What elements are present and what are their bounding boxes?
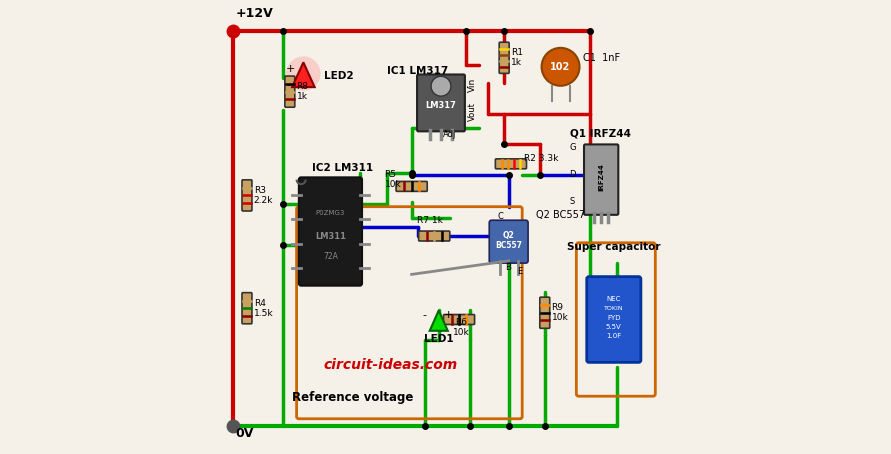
Text: R1
1k: R1 1k (511, 48, 523, 68)
Text: 0V: 0V (236, 427, 254, 440)
FancyBboxPatch shape (222, 8, 669, 446)
Text: LED1: LED1 (424, 334, 454, 344)
Text: 102: 102 (551, 62, 571, 72)
FancyBboxPatch shape (587, 276, 641, 362)
Text: Q1 IRFZ44: Q1 IRFZ44 (569, 129, 631, 139)
Text: 1.0F: 1.0F (606, 332, 621, 339)
Text: Adj: Adj (443, 130, 456, 139)
Text: R4
1.5k: R4 1.5k (254, 299, 274, 318)
FancyBboxPatch shape (419, 231, 450, 241)
Text: R7 1k: R7 1k (417, 217, 443, 225)
Polygon shape (429, 311, 448, 331)
Text: TOKIN: TOKIN (604, 306, 624, 311)
Text: circuit-ideas.com: circuit-ideas.com (323, 358, 458, 372)
Text: NEC: NEC (607, 296, 621, 302)
Text: R3
2.2k: R3 2.2k (254, 186, 274, 205)
FancyBboxPatch shape (242, 293, 252, 324)
Text: IRFZ44: IRFZ44 (598, 163, 604, 191)
FancyBboxPatch shape (499, 42, 509, 74)
FancyBboxPatch shape (489, 220, 528, 263)
Text: +: + (286, 64, 296, 74)
Text: R8
1k: R8 1k (297, 82, 308, 101)
FancyBboxPatch shape (298, 178, 362, 286)
Text: 5.5V: 5.5V (606, 324, 622, 330)
Text: S: S (569, 197, 575, 207)
FancyBboxPatch shape (444, 315, 475, 325)
Text: Q2
BC557: Q2 BC557 (495, 231, 522, 250)
Text: Vout: Vout (468, 103, 477, 121)
FancyBboxPatch shape (540, 297, 550, 328)
Text: -: - (423, 310, 427, 320)
Text: C1  1nF: C1 1nF (583, 53, 620, 63)
Text: Q2 BC557: Q2 BC557 (535, 210, 584, 220)
Circle shape (431, 76, 451, 96)
Text: IC1 LM317: IC1 LM317 (387, 65, 448, 75)
Circle shape (542, 48, 579, 86)
FancyBboxPatch shape (285, 76, 295, 107)
Text: 72A: 72A (323, 252, 338, 261)
Text: Reference voltage: Reference voltage (292, 391, 413, 404)
FancyBboxPatch shape (495, 159, 527, 169)
Text: LED2: LED2 (323, 71, 354, 81)
Text: P0ZMG3: P0ZMG3 (315, 211, 345, 217)
Text: Vin: Vin (468, 78, 477, 92)
Text: C: C (497, 212, 503, 222)
Text: LM317: LM317 (426, 101, 456, 110)
Text: G: G (569, 143, 576, 152)
Text: FYD: FYD (607, 315, 620, 321)
Text: E: E (517, 267, 522, 276)
FancyBboxPatch shape (584, 144, 618, 215)
Text: R9
10k: R9 10k (552, 303, 568, 322)
Text: R6
10k: R6 10k (453, 318, 470, 337)
Text: B: B (505, 263, 511, 272)
Text: IC2 LM311: IC2 LM311 (313, 163, 373, 173)
Text: +: + (444, 310, 454, 320)
Text: LM311: LM311 (315, 232, 346, 241)
Text: R5
10k: R5 10k (385, 170, 401, 189)
Text: Super capacitor: Super capacitor (567, 242, 660, 252)
Text: D: D (569, 170, 576, 179)
FancyBboxPatch shape (242, 180, 252, 211)
Text: -: - (286, 80, 290, 90)
Text: +12V: +12V (236, 7, 274, 20)
FancyBboxPatch shape (396, 182, 427, 191)
Circle shape (286, 56, 321, 91)
Polygon shape (292, 62, 315, 87)
FancyBboxPatch shape (417, 74, 465, 131)
Text: R2 3.3k: R2 3.3k (525, 154, 559, 163)
